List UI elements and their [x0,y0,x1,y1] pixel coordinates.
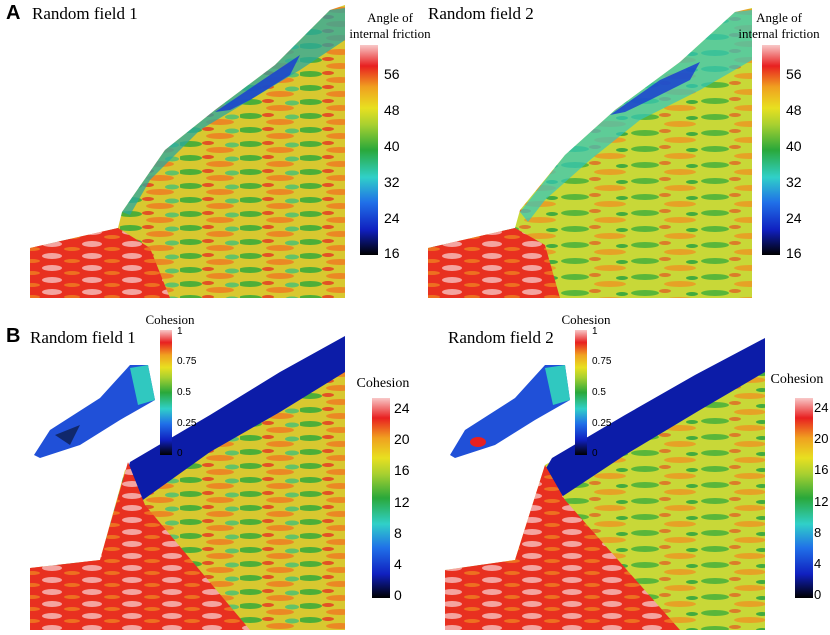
colorbar-a2-tick: 56 [786,66,802,82]
inset-colorbar-b1-tick: 0 [177,448,183,459]
inset-colorbar-b2-tick: 0.25 [592,418,612,429]
colorbar-b1 [372,398,390,598]
colorbar-b1-tick: 20 [394,431,410,447]
colorbar-a1-tick: 32 [384,174,400,190]
colorbar-a2-tick: 24 [786,210,802,226]
colorbar-b1-title: Cohesion [356,376,410,391]
panel-b-field-1-map [30,336,345,630]
colorbar-a1-title: Angle of internal friction [349,10,431,41]
inset-colorbar-b1-title: Cohesion [145,312,195,327]
colorbar-a1 [360,45,378,255]
inset-colorbar-b1-tick: 0.5 [177,387,191,398]
panel-b-field-1-title: Random field 1 [30,328,136,347]
panel-a-label: A [6,2,21,24]
colorbar-b2-tick: 4 [814,556,822,571]
inset-colorbar-b2-tick: 1 [592,326,598,337]
colorbar-b2-tick: 20 [814,431,829,446]
colorbar-a2-tick: 40 [786,138,802,154]
colorbar-a1-tick: 16 [384,245,400,261]
panel-a-field-1-map [30,5,345,298]
colorbar-a2-tick: 16 [786,245,802,261]
inset-colorbar-b2-title: Cohesion [561,312,611,327]
colorbar-b2-tick: 12 [814,494,829,509]
inset-colorbar-b1 [160,330,172,455]
panel-b-field-2-title: Random field 2 [448,328,554,347]
colorbar-b1-tick: 0 [394,587,402,603]
colorbar-a2-tick: 32 [786,174,802,190]
inset-colorbar-b2-tick: 0.75 [592,356,612,367]
inset-colorbar-b1-tick: 0.75 [177,356,197,367]
colorbar-b1-tick: 12 [394,494,410,510]
panel-b-field-2-map [445,338,765,630]
colorbar-b2 [795,398,813,598]
colorbar-a1-tick: 24 [384,210,400,226]
colorbar-a1-tick: 40 [384,138,400,154]
colorbar-b1-tick: 16 [394,462,410,478]
colorbar-a2-tick: 48 [786,102,802,118]
panel-a-field-2-map [428,8,752,298]
inset-colorbar-b1-tick: 0.25 [177,418,197,429]
colorbar-b2-tick: 0 [814,587,822,602]
panel-a-field-1-title: Random field 1 [32,4,138,23]
colorbar-b2-tick: 24 [814,400,829,415]
colorbar-b1-tick: 4 [394,556,402,572]
inset-colorbar-b1-tick: 1 [177,326,183,337]
inset-colorbar-b2 [575,330,587,455]
inset-colorbar-b2-tick: 0.5 [592,387,606,398]
colorbar-b2-tick: 16 [814,462,829,477]
colorbar-b1-tick: 8 [394,525,402,541]
colorbar-b2-tick: 8 [814,525,822,540]
colorbar-a2 [762,45,780,255]
colorbar-a1-tick: 48 [384,102,400,118]
panel-a-field-2-title: Random field 2 [428,4,534,23]
colorbar-a2-title: Angle of internal friction [738,10,820,41]
colorbar-b1-tick: 24 [394,400,410,416]
inset-colorbar-b2-tick: 0 [592,448,598,459]
panel-b-field-1-inset [34,365,155,458]
panel-b-label: B [6,325,21,347]
colorbar-b2-title: Cohesion [770,372,824,387]
panel-b-field-2-inset [450,365,570,458]
colorbar-a1-tick: 56 [384,66,400,82]
